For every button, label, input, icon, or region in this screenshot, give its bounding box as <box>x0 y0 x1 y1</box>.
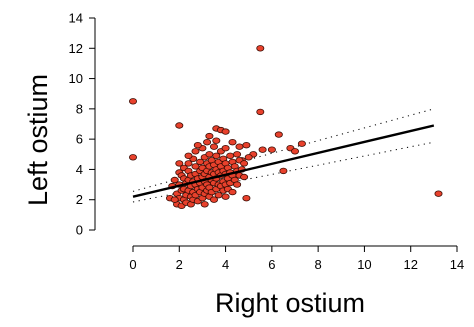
data-point <box>170 196 179 203</box>
data-point <box>205 151 214 158</box>
data-point <box>290 148 299 155</box>
data-points <box>128 45 443 209</box>
data-point <box>244 154 253 161</box>
data-point <box>297 140 306 147</box>
data-point <box>235 143 244 150</box>
data-point <box>267 146 276 153</box>
data-point <box>184 152 193 159</box>
data-point <box>212 152 221 159</box>
data-point <box>212 137 221 144</box>
data-point <box>193 141 202 149</box>
y-tick-label: 8 <box>76 101 83 116</box>
data-point <box>209 143 218 150</box>
y-tick-label: 10 <box>69 71 83 86</box>
fit-line <box>132 124 435 198</box>
y-tick-label: 14 <box>69 11 83 26</box>
data-point <box>256 45 265 52</box>
data-point <box>240 173 249 181</box>
y-axis-title: Left ostium <box>23 74 53 206</box>
data-point <box>128 154 137 161</box>
data-point <box>258 146 267 153</box>
y-tick-label: 12 <box>69 41 83 56</box>
data-point <box>221 128 230 135</box>
data-point <box>242 194 251 202</box>
axes: 0 2 4 6 8 10 12 14 0 2 4 6 8 10 12 14 <box>69 11 465 273</box>
y-tick-label: 0 <box>76 223 83 238</box>
x-tick-label: 2 <box>176 257 183 272</box>
y-tick-label: 2 <box>76 192 83 207</box>
data-point <box>209 196 218 203</box>
data-point <box>184 160 193 167</box>
data-point <box>226 152 235 159</box>
data-point <box>191 148 200 155</box>
data-point <box>221 144 230 152</box>
data-point <box>434 190 443 197</box>
data-point <box>128 98 137 105</box>
data-point <box>205 132 214 140</box>
data-point <box>203 138 212 146</box>
data-point <box>256 108 265 116</box>
data-point <box>240 160 249 167</box>
x-tick-label: 12 <box>403 257 417 272</box>
y-tick-label: 6 <box>76 132 83 147</box>
x-tick-label: 0 <box>129 257 136 272</box>
data-point <box>170 176 179 184</box>
x-tick-label: 4 <box>222 257 229 272</box>
data-point <box>228 188 237 196</box>
data-point <box>175 122 184 129</box>
data-point <box>175 160 184 167</box>
y-tick-label: 4 <box>76 162 83 177</box>
x-tick-label: 10 <box>357 257 371 272</box>
x-tick-label: 14 <box>450 257 464 272</box>
data-point <box>242 141 251 149</box>
data-point <box>200 201 209 208</box>
regression-line <box>132 124 435 198</box>
data-point <box>233 151 242 158</box>
data-point <box>228 138 237 146</box>
data-point <box>221 193 230 200</box>
x-axis-title: Right ostium <box>215 288 365 318</box>
x-tick-label: 6 <box>268 257 275 272</box>
x-tick-label: 8 <box>315 257 322 272</box>
data-point <box>233 181 242 188</box>
data-point <box>274 131 283 138</box>
data-point <box>279 167 288 175</box>
